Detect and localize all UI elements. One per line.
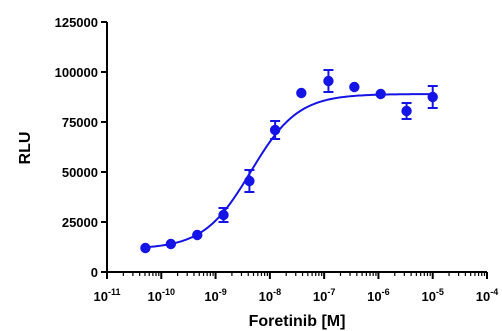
x-tick-label-base: 10 [148, 289, 162, 304]
x-tick-label: 10-11 [94, 287, 121, 304]
data-point [269, 124, 281, 136]
x-tick-label-base: 10 [421, 289, 435, 304]
data-points-layer [140, 69, 438, 254]
data-point [296, 87, 307, 99]
data-point [427, 91, 438, 103]
fit-curve-layer [145, 93, 433, 249]
x-tick-label-base: 10 [476, 289, 490, 304]
data-point [349, 81, 360, 93]
x-tick-label-base: 10 [313, 289, 327, 304]
y-axis-title: RLU [17, 132, 34, 165]
data-point [192, 229, 203, 241]
x-tick-label-exponent: -6 [382, 287, 390, 297]
y-tick-label: 25000 [62, 215, 98, 230]
data-point [165, 238, 177, 250]
data-point [140, 242, 151, 254]
x-tick-label-base: 10 [259, 289, 273, 304]
x-tick-label-exponent: -4 [490, 287, 498, 297]
x-tick-label: 10-7 [313, 287, 335, 304]
data-point [323, 75, 334, 87]
data-point [218, 209, 229, 221]
data-point [375, 88, 386, 100]
y-axis: 0 25000 50000 75000 100000 125000 [55, 15, 108, 280]
x-tick-label: 10-9 [204, 287, 226, 304]
x-tick-label-base: 10 [367, 289, 381, 304]
x-tick-label-base: 10 [94, 289, 108, 304]
y-tick-label: 50000 [62, 165, 98, 180]
x-tick-label-exponent: -5 [436, 287, 444, 297]
data-point [401, 105, 412, 117]
x-tick-label-exponent: -9 [219, 287, 227, 297]
x-tick-label: 10-4 [476, 287, 498, 304]
x-tick-label-exponent: -11 [108, 287, 121, 297]
x-axis-title: Foretinib [M] [249, 313, 346, 330]
x-tick-label: 10-8 [259, 287, 281, 304]
y-tick-label: 125000 [55, 15, 98, 30]
data-point [244, 175, 255, 187]
x-tick-label-exponent: -10 [162, 287, 175, 297]
x-tick-label-exponent: -7 [327, 287, 335, 297]
y-tick-label: 0 [91, 265, 98, 280]
x-tick-label: 10-6 [367, 287, 389, 304]
y-tick-label: 75000 [62, 115, 98, 130]
x-tick-label: 10-10 [148, 287, 175, 304]
x-axis: 10-11 10-10 10-9 10-8 10-7 10-6 10-5 10-4 [94, 271, 498, 304]
x-tick-label: 10-5 [421, 287, 443, 304]
fit-curve [145, 93, 433, 249]
x-tick-label-base: 10 [204, 289, 218, 304]
x-tick-label-exponent: -8 [273, 287, 281, 297]
y-tick-label: 100000 [55, 65, 98, 80]
